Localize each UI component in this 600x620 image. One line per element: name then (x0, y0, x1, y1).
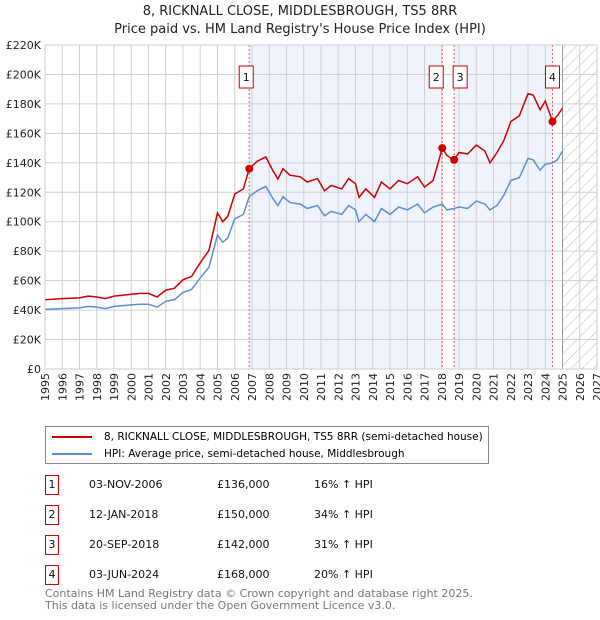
y-tick-label: £100K (6, 216, 42, 229)
sale-hpi-change: 16% ↑ HPI (314, 478, 373, 491)
footer-licence: This data is licensed under the Open Gov… (45, 598, 396, 612)
x-tick-label: 1998 (91, 373, 104, 401)
x-tick-label: 1997 (74, 373, 87, 401)
sale-number-badge: 1 (45, 475, 59, 495)
x-tick-label: 2019 (453, 373, 466, 401)
x-tick-label: 2027 (591, 373, 600, 401)
sale-point (450, 155, 459, 164)
sale-date: 20-SEP-2018 (89, 538, 160, 551)
x-tick-label: 2004 (194, 373, 207, 401)
x-tick-label: 2022 (505, 373, 518, 401)
y-tick-label: £160K (6, 127, 42, 140)
shaded-period (249, 45, 443, 369)
sale-point (438, 144, 447, 153)
sale-hpi-change: 20% ↑ HPI (314, 568, 373, 581)
footer-copyright: Contains HM Land Registry data © Crown c… (45, 587, 473, 600)
sale-price: £142,000 (217, 538, 270, 551)
sale-label-number: 4 (549, 71, 556, 84)
x-tick-label: 2005 (212, 373, 225, 401)
legend-label-property: 8, RICKNALL CLOSE, MIDDLESBROUGH, TS5 8R… (104, 431, 483, 443)
y-tick-label: £120K (6, 186, 42, 199)
x-tick-label: 2001 (143, 373, 156, 401)
y-tick-label: £200K (6, 68, 42, 81)
y-tick-label: £60K (13, 275, 42, 288)
y-tick-label: £140K (6, 157, 42, 170)
red-line-swatch (52, 436, 92, 438)
x-tick-label: 2009 (281, 373, 294, 401)
x-tick-label: 2003 (177, 373, 190, 401)
x-tick-label: 2016 (401, 373, 414, 401)
x-tick-label: 2010 (298, 373, 311, 401)
sale-date: 12-JAN-2018 (89, 508, 159, 521)
x-tick-label: 2026 (574, 373, 587, 401)
y-tick-label: £220K (6, 39, 42, 52)
x-tick-label: 2008 (263, 373, 276, 401)
legend: 8, RICKNALL CLOSE, MIDDLESBROUGH, TS5 8R… (45, 426, 489, 464)
x-tick-label: 2023 (522, 373, 535, 401)
sale-date: 03-NOV-2006 (89, 478, 163, 491)
x-tick-label: 1999 (108, 373, 121, 401)
sale-number-badge: 4 (45, 565, 59, 585)
legend-item-property: 8, RICKNALL CLOSE, MIDDLESBROUGH, TS5 8R… (52, 429, 483, 445)
sale-label-box (544, 65, 560, 89)
x-tick-label: 1995 (39, 373, 52, 401)
sale-number-badge: 3 (45, 535, 59, 555)
sale-label-box (428, 65, 444, 89)
shaded-period (454, 45, 553, 369)
legend-item-hpi: HPI: Average price, semi-detached house,… (52, 446, 405, 462)
x-tick-label: 2017 (419, 373, 432, 401)
sale-price: £168,000 (217, 568, 270, 581)
x-tick-label: 2012 (332, 373, 345, 401)
y-tick-label: £180K (6, 98, 42, 111)
chart-subtitle: Price paid vs. HM Land Registry's House … (114, 22, 486, 37)
x-tick-label: 2015 (384, 373, 397, 401)
x-tick-label: 2025 (557, 373, 570, 401)
x-tick-label: 2002 (160, 373, 173, 401)
sale-hpi-change: 34% ↑ HPI (314, 508, 373, 521)
x-tick-label: 2013 (350, 373, 363, 401)
x-tick-label: 2007 (246, 373, 259, 401)
sale-label-box (238, 65, 254, 89)
plot-border (44, 44, 598, 370)
sale-label-number: 1 (243, 71, 250, 84)
sale-price: £136,000 (217, 478, 270, 491)
sale-hpi-change: 31% ↑ HPI (314, 538, 373, 551)
x-tick-label: 2018 (436, 373, 449, 401)
property-series-line (44, 92, 564, 301)
sale-label-box (452, 65, 468, 89)
price-chart: 1995 1996 1997 1998 1999 2000 2001 2002 2003 2004… (6, 39, 600, 401)
x-tick-label: 2021 (488, 373, 501, 401)
hpi-series-line (44, 150, 564, 311)
chart-title: 8, RICKNALL CLOSE, MIDDLESBROUGH, TS5 8R… (142, 4, 458, 19)
x-tick-label: 1996 (56, 373, 69, 401)
footer: Contains HM Land Registry data © Crown c… (45, 588, 473, 611)
x-tick-label: 2000 (125, 373, 138, 401)
sale-date: 03-JUN-2024 (89, 568, 160, 581)
sale-point (548, 117, 557, 126)
x-tick-label: 2024 (539, 373, 552, 401)
sale-label-number: 2 (433, 71, 440, 84)
y-tick-label: £20K (13, 334, 42, 347)
sale-number-badge: 2 (45, 505, 59, 525)
y-tick-label: £80K (13, 245, 42, 258)
sale-point (245, 164, 254, 173)
x-tick-label: 2014 (367, 373, 380, 401)
blue-line-swatch (52, 453, 92, 455)
y-tick-label: £0 (27, 363, 41, 376)
y-tick-label: £40K (13, 304, 42, 317)
legend-label-hpi: HPI: Average price, semi-detached house,… (104, 448, 405, 460)
x-tick-label: 2006 (229, 373, 242, 401)
sale-price: £150,000 (217, 508, 270, 521)
sale-label-number: 3 (457, 71, 464, 84)
x-tick-label: 2011 (315, 373, 328, 401)
x-tick-label: 2020 (470, 373, 483, 401)
